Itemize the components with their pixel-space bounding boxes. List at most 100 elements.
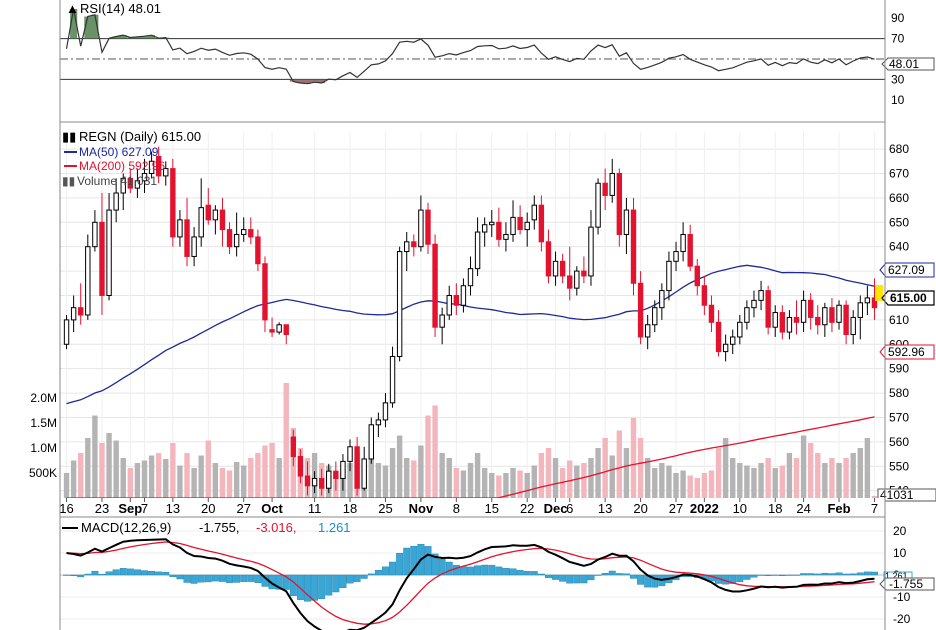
candle bbox=[212, 205, 219, 235]
volume-tick-label: 1.5M bbox=[30, 416, 57, 430]
candle-body bbox=[361, 458, 367, 489]
candle bbox=[418, 195, 424, 252]
candle bbox=[474, 217, 481, 276]
volume-bar bbox=[411, 460, 417, 498]
macd-hist-bar bbox=[630, 574, 637, 579]
volume-bar bbox=[92, 415, 98, 498]
candle-body bbox=[637, 282, 644, 338]
candle-body bbox=[765, 290, 771, 328]
volume-legend-icon: ▮▮ bbox=[62, 174, 75, 188]
volume-bar bbox=[177, 465, 183, 498]
macd-hist-bar bbox=[403, 547, 411, 576]
candle bbox=[630, 197, 637, 296]
volume-bar bbox=[269, 443, 275, 498]
candle-body bbox=[347, 446, 353, 462]
candle-body bbox=[510, 216, 516, 235]
volume-bar bbox=[389, 448, 396, 498]
candle-body bbox=[411, 241, 417, 248]
volume-bar bbox=[552, 458, 559, 498]
macd-hist-bar bbox=[169, 574, 177, 578]
macd-hist-bar bbox=[353, 574, 361, 583]
candle bbox=[333, 461, 339, 491]
volume-bar bbox=[283, 383, 289, 498]
macd-hist-bar bbox=[70, 574, 78, 576]
date-tick-label: 11 bbox=[308, 501, 322, 516]
candle-body bbox=[737, 321, 743, 338]
price-tick-label: 580 bbox=[889, 386, 909, 400]
macd-hist-bar bbox=[77, 574, 85, 578]
volume-bar bbox=[503, 473, 509, 498]
macd-legend-hist: 1.261 bbox=[318, 520, 351, 535]
candle bbox=[701, 275, 708, 315]
volume-bar bbox=[78, 453, 84, 498]
candle-body bbox=[581, 270, 587, 277]
macd-hist-bar bbox=[509, 568, 517, 576]
volume-bar bbox=[616, 430, 623, 498]
last-price-marker bbox=[875, 285, 883, 301]
volume-bar bbox=[644, 458, 651, 498]
macd-hist-bar bbox=[828, 573, 836, 576]
volume-bar bbox=[680, 470, 686, 498]
candle bbox=[744, 300, 750, 330]
macd-hist-bar bbox=[743, 574, 751, 580]
candle-body bbox=[666, 260, 672, 292]
candle bbox=[262, 256, 268, 333]
macd-hist-bar bbox=[233, 574, 241, 583]
macd-hist-bar bbox=[346, 574, 354, 584]
macd-hist-bar bbox=[282, 574, 290, 590]
price-legend: ▮▮ REGN (Daily) 615.00 MA(50) 627.09 MA(… bbox=[62, 129, 201, 188]
candle bbox=[233, 212, 240, 257]
price-tick-label: 560 bbox=[889, 435, 909, 449]
candle-body bbox=[120, 177, 126, 194]
candle bbox=[184, 197, 190, 267]
macd-hist-bar bbox=[389, 561, 396, 576]
volume-bar bbox=[432, 405, 438, 498]
candle bbox=[389, 346, 396, 408]
macd-hist-bar bbox=[814, 573, 822, 576]
candle bbox=[807, 293, 814, 330]
candle-body bbox=[297, 456, 304, 477]
candle bbox=[361, 446, 367, 491]
date-tick-label: 16 bbox=[59, 501, 73, 516]
volume-bar bbox=[453, 468, 460, 498]
macd-hist-bar bbox=[148, 571, 156, 576]
macd-hist-bar bbox=[757, 574, 765, 576]
volume-bar bbox=[120, 458, 126, 498]
candle bbox=[375, 412, 382, 437]
date-tick-label: 27 bbox=[669, 501, 683, 516]
macd-hist-bar bbox=[332, 574, 340, 593]
candle-body bbox=[85, 246, 91, 316]
candle-body bbox=[524, 221, 530, 231]
macd-hist-bar bbox=[155, 571, 163, 576]
macd-hist-bar bbox=[467, 566, 474, 576]
candle bbox=[666, 251, 672, 301]
candle bbox=[680, 222, 686, 262]
macd-tick-label: 20 bbox=[893, 524, 907, 538]
volume-bar bbox=[198, 455, 204, 498]
volume-bar bbox=[559, 468, 566, 498]
candle bbox=[198, 178, 204, 247]
candle-body bbox=[106, 209, 112, 296]
candle bbox=[78, 283, 84, 325]
macd-hist-bar bbox=[566, 574, 574, 584]
macd-hist-bar bbox=[856, 572, 864, 576]
volume-bar bbox=[708, 470, 715, 498]
date-tick-label: Oct bbox=[261, 501, 283, 516]
candle bbox=[637, 271, 644, 345]
candle-body bbox=[418, 209, 424, 248]
macd-hist-bar bbox=[63, 574, 70, 576]
macd-hist-bar bbox=[176, 574, 184, 580]
candle-body bbox=[241, 229, 247, 235]
macd-hist-bar bbox=[219, 574, 226, 582]
macd-hist-bar bbox=[311, 574, 319, 601]
volume-bar bbox=[155, 453, 162, 498]
volume-bar bbox=[63, 473, 70, 498]
volume-bar bbox=[524, 473, 530, 498]
macd-hist-bar bbox=[382, 566, 389, 576]
candle bbox=[368, 417, 374, 464]
volume-bar bbox=[793, 458, 800, 498]
candle-body bbox=[432, 243, 438, 328]
candle-body bbox=[574, 270, 580, 289]
panel-frames bbox=[59, 0, 886, 630]
candle-legend-icon: ▮▮ bbox=[62, 129, 76, 144]
